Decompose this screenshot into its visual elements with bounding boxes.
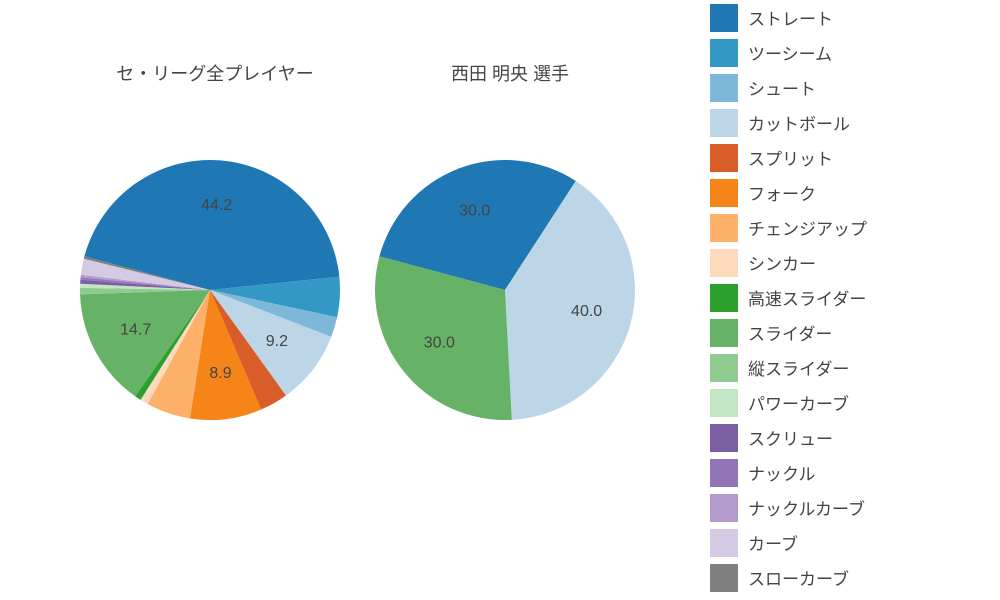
legend-item: 縦スライダー xyxy=(710,350,990,385)
legend-swatch xyxy=(710,249,738,277)
legend-swatch xyxy=(710,74,738,102)
legend-item: カーブ xyxy=(710,525,990,560)
legend-item: スプリット xyxy=(710,140,990,175)
pie-slice-label: 14.7 xyxy=(120,321,151,338)
legend-swatch xyxy=(710,494,738,522)
legend-item: スクリュー xyxy=(710,420,990,455)
legend-item: カットボール xyxy=(710,105,990,140)
legend-label: カーブ xyxy=(748,530,798,555)
legend-label: ナックルカーブ xyxy=(748,495,865,520)
legend-label: スライダー xyxy=(748,320,832,345)
chart-title-0: セ・リーグ全プレイヤー xyxy=(116,64,313,84)
legend-swatch xyxy=(710,109,738,137)
legend-label: ツーシーム xyxy=(748,40,832,65)
legend-swatch xyxy=(710,529,738,557)
legend-item: ストレート xyxy=(710,0,990,35)
legend-swatch xyxy=(710,459,738,487)
legend: ストレートツーシームシュートカットボールスプリットフォークチェンジアップシンカー… xyxy=(710,0,990,595)
legend-item: パワーカーブ xyxy=(710,385,990,420)
legend-swatch xyxy=(710,284,738,312)
chart-container: セ・リーグ全プレイヤー 44.2 9.2 8.9 14.7 西田 明央 選手 30.0 40.… xyxy=(0,0,1000,600)
pie-slice-label: 30.0 xyxy=(424,334,455,351)
legend-swatch xyxy=(710,424,738,452)
pie-slice-label: 44.2 xyxy=(201,197,232,214)
legend-swatch xyxy=(710,144,738,172)
legend-item: ナックル xyxy=(710,455,990,490)
legend-swatch xyxy=(710,214,738,242)
pie-slice-label: 9.2 xyxy=(266,333,288,350)
legend-swatch xyxy=(710,389,738,417)
legend-item: シンカー xyxy=(710,245,990,280)
legend-label: ストレート xyxy=(748,5,833,30)
legend-label: チェンジアップ xyxy=(748,215,867,240)
legend-item: スライダー xyxy=(710,315,990,350)
legend-item: ナックルカーブ xyxy=(710,490,990,525)
pie-slice-label: 40.0 xyxy=(571,303,602,320)
legend-label: ナックル xyxy=(748,460,816,485)
legend-label: 高速スライダー xyxy=(748,285,866,310)
legend-item: 高速スライダー xyxy=(710,280,990,315)
legend-swatch xyxy=(710,319,738,347)
chart-title-1: 西田 明央 選手 xyxy=(451,64,569,84)
pie-slice-label: 8.9 xyxy=(209,365,231,382)
legend-item: チェンジアップ xyxy=(710,210,990,245)
legend-label: スクリュー xyxy=(748,425,833,450)
legend-swatch xyxy=(710,354,738,382)
legend-label: シュート xyxy=(748,75,816,100)
legend-label: スプリット xyxy=(748,145,833,170)
legend-label: スローカーブ xyxy=(748,565,849,590)
legend-item: シュート xyxy=(710,70,990,105)
legend-label: 縦スライダー xyxy=(748,355,849,380)
legend-label: カットボール xyxy=(748,110,850,135)
pie-slice-label: 30.0 xyxy=(459,202,490,219)
legend-item: スローカーブ xyxy=(710,560,990,595)
legend-label: フォーク xyxy=(748,180,816,205)
legend-swatch xyxy=(710,179,738,207)
legend-swatch xyxy=(710,564,738,592)
legend-label: パワーカーブ xyxy=(748,390,849,415)
legend-item: ツーシーム xyxy=(710,35,990,70)
legend-swatch xyxy=(710,39,738,67)
legend-label: シンカー xyxy=(748,250,816,275)
legend-item: フォーク xyxy=(710,175,990,210)
legend-swatch xyxy=(710,4,738,32)
